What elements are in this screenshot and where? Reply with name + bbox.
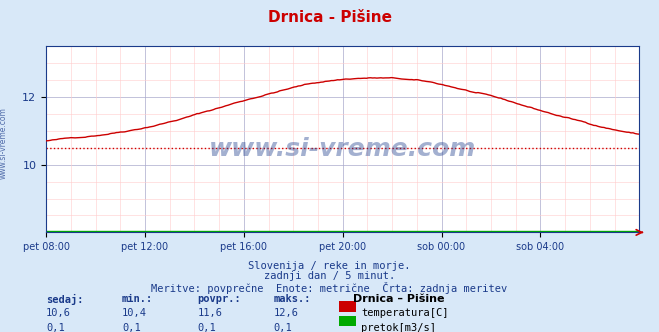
- Text: Meritve: povprečne  Enote: metrične  Črta: zadnja meritev: Meritve: povprečne Enote: metrične Črta:…: [152, 282, 507, 294]
- Text: 0,1: 0,1: [273, 323, 292, 332]
- Text: 0,1: 0,1: [122, 323, 140, 332]
- Text: Drnica - Pišine: Drnica - Pišine: [268, 10, 391, 25]
- Text: sedaj:: sedaj:: [46, 294, 84, 305]
- Text: www.si-vreme.com: www.si-vreme.com: [0, 107, 8, 179]
- Text: 0,1: 0,1: [46, 323, 65, 332]
- Text: min.:: min.:: [122, 294, 153, 304]
- Text: zadnji dan / 5 minut.: zadnji dan / 5 minut.: [264, 271, 395, 281]
- Text: maks.:: maks.:: [273, 294, 311, 304]
- Text: Slovenija / reke in morje.: Slovenija / reke in morje.: [248, 261, 411, 271]
- Text: Drnica – Pišine: Drnica – Pišine: [353, 294, 444, 304]
- Text: 11,6: 11,6: [198, 308, 223, 318]
- Text: 12,6: 12,6: [273, 308, 299, 318]
- Text: 10,6: 10,6: [46, 308, 71, 318]
- Text: 0,1: 0,1: [198, 323, 216, 332]
- Text: 10,4: 10,4: [122, 308, 147, 318]
- Text: pretok[m3/s]: pretok[m3/s]: [361, 323, 436, 332]
- Text: povpr.:: povpr.:: [198, 294, 241, 304]
- Text: www.si-vreme.com: www.si-vreme.com: [209, 137, 476, 161]
- Text: temperatura[C]: temperatura[C]: [361, 308, 449, 318]
